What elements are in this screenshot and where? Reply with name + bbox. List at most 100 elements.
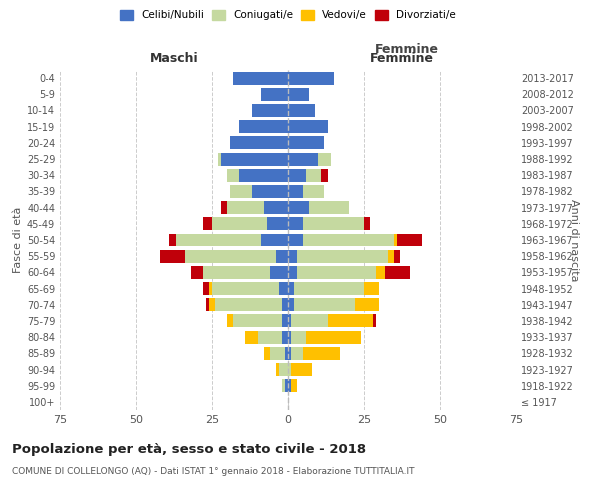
- Bar: [328, 314, 373, 328]
- Bar: [160, 250, 185, 262]
- Bar: [303, 218, 364, 230]
- Bar: [306, 330, 361, 344]
- Bar: [279, 282, 288, 295]
- Bar: [169, 234, 176, 246]
- Bar: [288, 298, 294, 311]
- Bar: [288, 250, 297, 262]
- Bar: [267, 218, 288, 230]
- Bar: [288, 218, 303, 230]
- Y-axis label: Fasce di età: Fasce di età: [13, 207, 23, 273]
- Bar: [260, 234, 288, 246]
- Bar: [227, 314, 233, 328]
- Bar: [221, 201, 227, 214]
- Bar: [288, 136, 325, 149]
- Bar: [288, 314, 291, 328]
- Bar: [203, 282, 209, 295]
- Bar: [288, 363, 291, 376]
- Bar: [394, 250, 400, 262]
- Bar: [212, 218, 267, 230]
- Bar: [212, 282, 279, 295]
- Bar: [373, 314, 376, 328]
- Bar: [288, 266, 297, 279]
- Bar: [218, 152, 221, 166]
- Bar: [364, 282, 379, 295]
- Y-axis label: Anni di nascita: Anni di nascita: [569, 198, 579, 281]
- Bar: [276, 250, 288, 262]
- Bar: [282, 298, 288, 311]
- Bar: [297, 250, 388, 262]
- Bar: [288, 201, 309, 214]
- Bar: [282, 379, 285, 392]
- Bar: [251, 104, 288, 117]
- Bar: [270, 347, 285, 360]
- Bar: [221, 152, 288, 166]
- Bar: [176, 234, 260, 246]
- Bar: [203, 218, 212, 230]
- Bar: [319, 152, 331, 166]
- Bar: [209, 298, 215, 311]
- Bar: [279, 363, 288, 376]
- Bar: [303, 347, 340, 360]
- Bar: [306, 169, 322, 181]
- Bar: [282, 330, 288, 344]
- Bar: [257, 330, 282, 344]
- Bar: [191, 266, 203, 279]
- Bar: [294, 298, 355, 311]
- Bar: [230, 185, 251, 198]
- Text: Femmine: Femmine: [370, 52, 434, 65]
- Bar: [276, 363, 279, 376]
- Bar: [285, 347, 288, 360]
- Bar: [397, 234, 422, 246]
- Bar: [291, 379, 297, 392]
- Bar: [376, 266, 385, 279]
- Text: COMUNE DI COLLELONGO (AQ) - Dati ISTAT 1° gennaio 2018 - Elaborazione TUTTITALIA: COMUNE DI COLLELONGO (AQ) - Dati ISTAT 1…: [12, 468, 415, 476]
- Bar: [303, 185, 325, 198]
- Bar: [288, 88, 309, 101]
- Bar: [291, 363, 313, 376]
- Bar: [288, 152, 319, 166]
- Bar: [355, 298, 379, 311]
- Bar: [263, 201, 288, 214]
- Bar: [215, 298, 282, 311]
- Bar: [239, 169, 288, 181]
- Bar: [227, 169, 239, 181]
- Bar: [233, 314, 282, 328]
- Bar: [206, 298, 209, 311]
- Bar: [294, 282, 364, 295]
- Bar: [394, 234, 397, 246]
- Bar: [285, 379, 288, 392]
- Text: Popolazione per età, sesso e stato civile - 2018: Popolazione per età, sesso e stato civil…: [12, 442, 366, 456]
- Bar: [288, 379, 291, 392]
- Bar: [288, 282, 294, 295]
- Text: Maschi: Maschi: [149, 52, 199, 65]
- Bar: [297, 266, 376, 279]
- Bar: [251, 185, 288, 198]
- Bar: [209, 282, 212, 295]
- Bar: [388, 250, 394, 262]
- Bar: [227, 201, 263, 214]
- Bar: [291, 314, 328, 328]
- Bar: [288, 72, 334, 85]
- Bar: [322, 169, 328, 181]
- Bar: [288, 169, 306, 181]
- Bar: [282, 314, 288, 328]
- Bar: [288, 104, 316, 117]
- Bar: [291, 347, 303, 360]
- Bar: [309, 201, 349, 214]
- Bar: [245, 330, 257, 344]
- Legend: Celibi/Nubili, Coniugati/e, Vedovi/e, Divorziati/e: Celibi/Nubili, Coniugati/e, Vedovi/e, Di…: [120, 10, 456, 20]
- Bar: [291, 330, 306, 344]
- Text: Femmine: Femmine: [374, 44, 439, 57]
- Bar: [303, 234, 394, 246]
- Bar: [203, 266, 270, 279]
- Bar: [260, 88, 288, 101]
- Bar: [364, 218, 370, 230]
- Bar: [233, 72, 288, 85]
- Bar: [385, 266, 410, 279]
- Bar: [263, 347, 270, 360]
- Bar: [270, 266, 288, 279]
- Bar: [288, 120, 328, 133]
- Bar: [288, 330, 291, 344]
- Bar: [230, 136, 288, 149]
- Bar: [288, 347, 291, 360]
